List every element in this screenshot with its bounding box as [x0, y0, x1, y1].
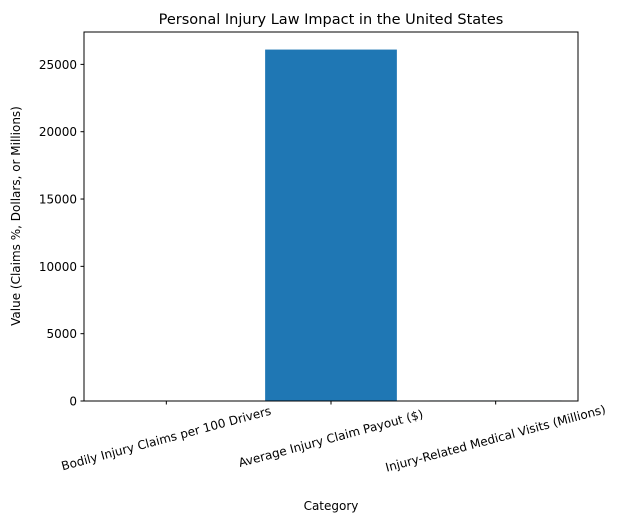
y-axis-label: Value (Claims %, Dollars, or Millions) [9, 106, 23, 326]
y-tick-label: 15000 [39, 193, 77, 207]
y-tick-label: 25000 [39, 58, 77, 72]
chart-title: Personal Injury Law Impact in the United… [159, 12, 504, 28]
y-tick-label: 5000 [46, 327, 77, 341]
bar-1 [265, 50, 397, 401]
y-tick-label: 0 [69, 395, 77, 409]
y-tick-label: 20000 [39, 125, 77, 139]
y-tick-label: 10000 [39, 260, 77, 274]
x-axis-label: Category [304, 499, 359, 513]
